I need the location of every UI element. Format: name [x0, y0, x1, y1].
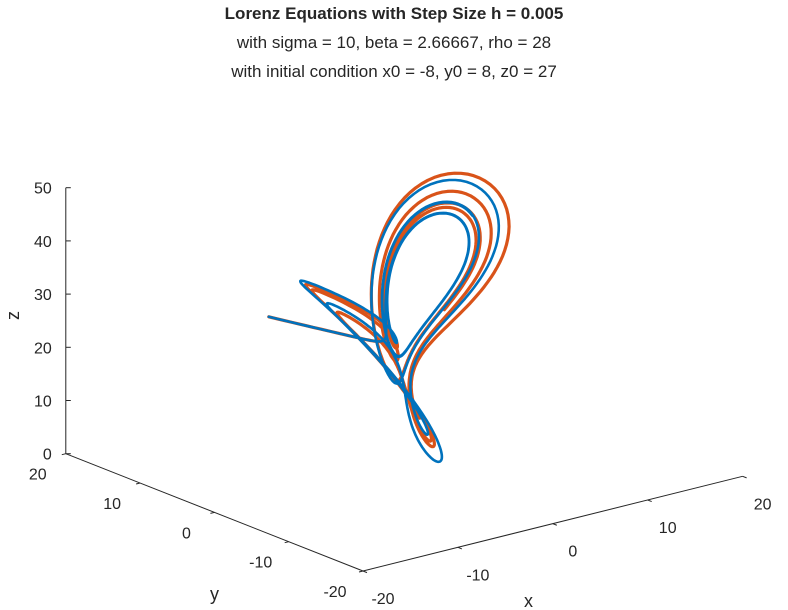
axes-group	[65, 187, 743, 572]
trajectory-line-0	[267, 178, 501, 464]
x-tick-label: 0	[568, 544, 577, 561]
z-tick-label: 20	[34, 340, 52, 357]
x-tick-mark	[742, 475, 747, 479]
y-tick-label: 20	[29, 467, 47, 484]
y-tick-mark	[284, 541, 289, 544]
y-axis-label: y	[210, 584, 219, 604]
y-tick-label: 10	[103, 496, 121, 513]
y-tick-mark	[210, 511, 215, 514]
y-tick-mark	[61, 453, 66, 456]
z-tick-label: 40	[34, 234, 52, 251]
x-tick-label: 20	[754, 496, 772, 513]
y-tick-label: -20	[323, 584, 346, 601]
x-axis-label: x	[524, 591, 533, 610]
x-tick-label: 10	[659, 520, 677, 537]
z-tick-label: 50	[34, 181, 52, 198]
y-tick-mark	[358, 570, 364, 573]
z-tick-label: 30	[34, 287, 52, 304]
chart-title: Lorenz Equations with Step Size h = 0.00…	[224, 4, 564, 23]
chart-subtitle-2: with initial condition x0 = -8, y0 = 8, …	[231, 62, 557, 81]
y-tick-label: -10	[249, 555, 272, 572]
x-tick-mark	[457, 546, 463, 550]
trajectories-group	[267, 171, 511, 464]
chart-subtitle-1: with sigma = 10, beta = 2.66667, rho = 2…	[236, 33, 552, 52]
ticks-group: -20 -10 0 10 20 -20 -10 0 10 20 0 10 20 30 40 50	[29, 181, 772, 608]
x-tick-mark	[647, 499, 652, 503]
x-tick-label: -10	[466, 567, 489, 584]
x-tick-label: -20	[371, 591, 394, 608]
x-tick-mark	[362, 570, 368, 574]
x-tick-mark	[552, 523, 557, 526]
z-tick-label: 0	[43, 447, 52, 464]
z-tick-label: 10	[34, 394, 52, 411]
y-tick-label: 0	[182, 525, 191, 542]
z-axis-label: z	[3, 311, 23, 320]
y-tick-mark	[135, 482, 141, 485]
